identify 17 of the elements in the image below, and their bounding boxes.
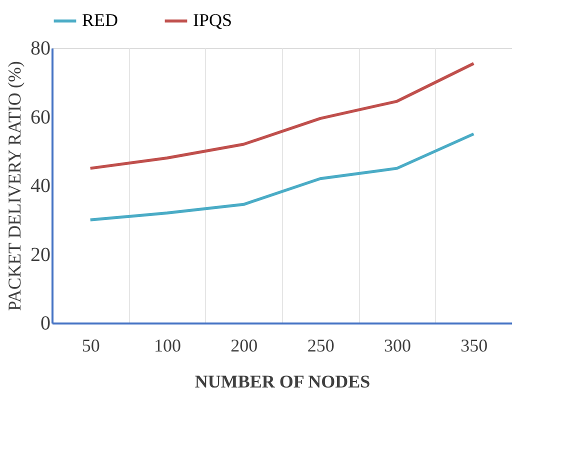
x-axis-title: NUMBER OF NODES xyxy=(194,372,370,392)
y-tick-label: 80 xyxy=(30,38,50,60)
y-tick-label: 20 xyxy=(30,244,50,266)
x-tick-label: 350 xyxy=(460,336,488,356)
y-tick-label: 60 xyxy=(30,106,50,128)
x-tick-label: 50 xyxy=(82,336,100,356)
legend-label: IPQS xyxy=(193,10,232,30)
y-tick-label: 0 xyxy=(40,312,50,334)
legend-label: RED xyxy=(82,10,118,30)
x-tick-label: 200 xyxy=(230,336,258,356)
x-tick-label: 250 xyxy=(307,336,334,356)
x-tick-label: 300 xyxy=(384,336,411,356)
y-axis-title: PACKET DELIVERY RATIO (%) xyxy=(4,61,24,311)
line-series xyxy=(88,62,476,170)
y-tick-label: 40 xyxy=(30,175,50,197)
line-series xyxy=(88,132,476,222)
x-tick-label: 100 xyxy=(154,336,181,356)
